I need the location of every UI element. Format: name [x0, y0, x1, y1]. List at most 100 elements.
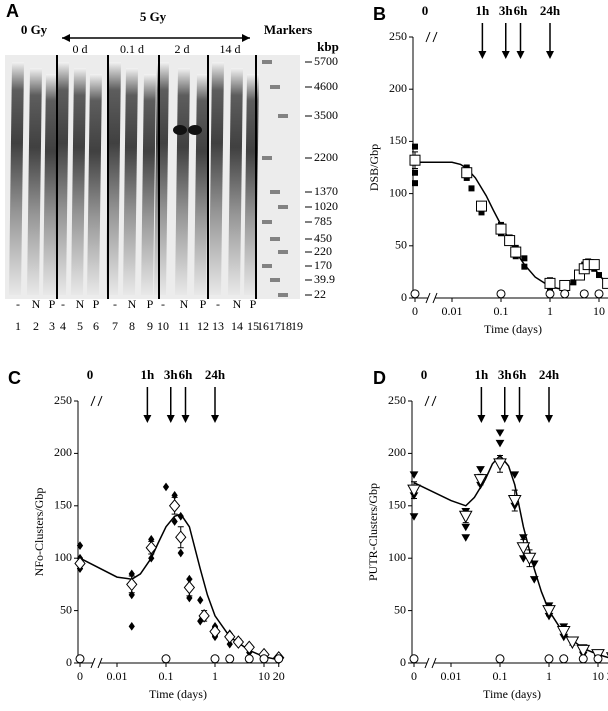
gel-lane: [43, 74, 58, 295]
data-point: [588, 259, 600, 271]
data-point: [232, 635, 245, 649]
panel-label: D: [373, 368, 386, 388]
data-point: [145, 540, 157, 555]
time-arrow-head: [181, 415, 190, 423]
time-arrow-head: [478, 51, 487, 59]
data-point: [126, 577, 138, 592]
y-tick-label: 150: [389, 133, 407, 147]
axis-break: [428, 294, 435, 302]
axis-break: [90, 657, 103, 669]
x-tick-label: 1: [212, 669, 218, 683]
data-point: [461, 534, 471, 542]
x-tick-label: 1: [546, 669, 552, 683]
gel: [9, 55, 288, 299]
time-label: 0 d: [73, 42, 88, 56]
marker-label: 22: [314, 287, 326, 301]
marker-label: 1370: [314, 184, 338, 198]
data-point: [161, 654, 171, 664]
y-axis-label: NFo-Clusters/Gbp: [32, 488, 46, 577]
axis-break: [427, 397, 434, 405]
data-point: [510, 246, 522, 258]
data-point: [496, 289, 506, 299]
y-tick-label: 250: [389, 29, 407, 43]
axis-break: [93, 659, 100, 667]
time-arrow-head: [545, 415, 553, 423]
lane-treatment: N: [180, 297, 189, 311]
data-point: [412, 143, 418, 150]
time-annotation: 3h: [498, 367, 513, 382]
data-point: [244, 654, 254, 664]
time-arrow-head: [166, 415, 175, 423]
time-annotation: 0: [422, 3, 429, 18]
x-tick-label: 20: [273, 669, 285, 683]
data-point: [162, 482, 170, 492]
panel-label: C: [8, 368, 21, 388]
data-point: [183, 580, 196, 595]
data-point: [410, 289, 420, 299]
lane-treatment: N: [128, 297, 137, 311]
data-point: [409, 654, 419, 664]
time-annotation: 3h: [499, 3, 514, 18]
time-annotation: 1h: [476, 3, 491, 18]
data-point: [495, 654, 505, 664]
x-tick-label: 0: [77, 669, 83, 683]
marker-band: [262, 264, 272, 268]
data-point: [504, 235, 516, 247]
lane-treatment: P: [200, 297, 207, 311]
y-tick-label: 50: [394, 602, 406, 616]
marker-band: [270, 85, 280, 89]
lane-number: 7: [112, 319, 118, 333]
data-point: [274, 654, 284, 664]
time-arrow-head: [477, 415, 486, 423]
data-point: [225, 654, 235, 664]
gel-band: [188, 125, 202, 135]
data-point: [579, 289, 589, 299]
y-tick-label: 250: [388, 393, 406, 407]
y-tick-label: 200: [389, 81, 407, 95]
marker-band: [278, 114, 288, 118]
time-annotation: 24h: [205, 367, 226, 382]
time-annotation: 0: [421, 367, 428, 382]
x-tick-label: 0.01: [442, 304, 463, 318]
lane-number: 19: [291, 319, 303, 333]
time-annotation: 6h: [514, 3, 529, 18]
x-tick-label: 0.1: [493, 669, 508, 683]
y-tick-label: 50: [60, 602, 72, 616]
marker-band: [278, 205, 288, 209]
y-tick-label: 0: [400, 655, 406, 669]
data-point: [559, 279, 571, 291]
data-point: [495, 429, 505, 437]
data-point: [602, 277, 608, 289]
gel-lane: [106, 62, 121, 295]
y-tick-label: 0: [401, 290, 407, 304]
data-point: [209, 624, 221, 639]
data-point: [522, 552, 537, 566]
data-point: [175, 530, 187, 545]
dose-label: Markers: [264, 22, 312, 37]
data-point: [197, 595, 204, 605]
axis-break: [93, 397, 100, 405]
data-point: [128, 621, 135, 631]
lane-number: 6: [93, 319, 99, 333]
lane-number: 16: [257, 319, 269, 333]
lane-number: 9: [147, 319, 153, 333]
lane-number: 13: [212, 319, 224, 333]
data-point: [576, 644, 591, 658]
lane-number: 1: [15, 319, 21, 333]
data-point: [177, 548, 184, 558]
y-tick-label: 200: [54, 445, 72, 459]
time-annotation: 24h: [540, 3, 561, 18]
time-label: 14 d: [220, 42, 241, 56]
data-point: [171, 517, 178, 526]
lane-treatment: P: [147, 297, 154, 311]
data-point: [521, 255, 528, 262]
marker-label: 170: [314, 258, 332, 272]
lane-number: 11: [178, 319, 190, 333]
y-tick-label: 150: [54, 498, 72, 512]
gel-lane: [87, 74, 102, 295]
data-point: [412, 180, 418, 187]
marker-band: [262, 156, 272, 160]
marker-label: 450: [314, 231, 332, 245]
